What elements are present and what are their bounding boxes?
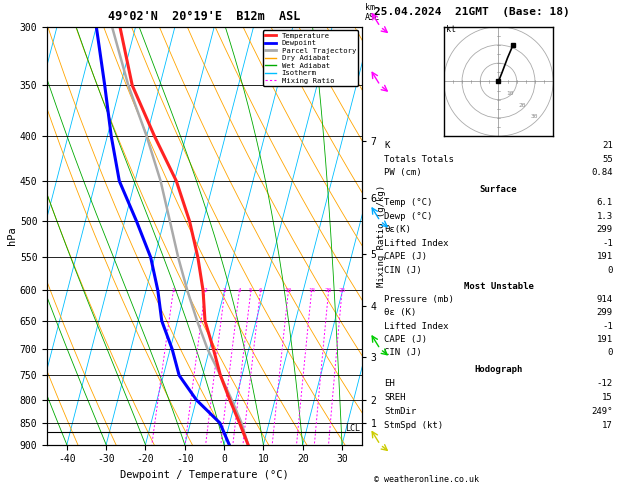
Text: 249°: 249° (591, 407, 613, 416)
Text: 191: 191 (597, 335, 613, 344)
Text: 299: 299 (597, 225, 613, 234)
Text: Dewp (°C): Dewp (°C) (384, 211, 433, 221)
Text: -12: -12 (597, 379, 613, 388)
Text: Lifted Index: Lifted Index (384, 239, 448, 248)
Text: Mixing Ratio (g/kg): Mixing Ratio (g/kg) (377, 185, 386, 287)
Text: StmDir: StmDir (384, 407, 416, 416)
Text: -1: -1 (602, 239, 613, 248)
Text: 10: 10 (506, 91, 514, 96)
Text: K: K (384, 141, 389, 150)
Text: kt: kt (445, 25, 455, 34)
Text: StmSpd (kt): StmSpd (kt) (384, 421, 443, 430)
X-axis label: Dewpoint / Temperature (°C): Dewpoint / Temperature (°C) (120, 470, 289, 480)
Text: 6: 6 (259, 288, 262, 293)
Text: 0: 0 (608, 266, 613, 275)
Text: -1: -1 (602, 322, 613, 331)
Text: km
ASL: km ASL (365, 3, 380, 22)
Text: 30: 30 (530, 114, 538, 120)
Text: © weatheronline.co.uk: © weatheronline.co.uk (374, 474, 479, 484)
Text: CAPE (J): CAPE (J) (384, 252, 427, 261)
Text: 1.3: 1.3 (597, 211, 613, 221)
Text: Lifted Index: Lifted Index (384, 322, 448, 331)
Y-axis label: hPa: hPa (7, 226, 17, 245)
Text: Totals Totals: Totals Totals (384, 155, 454, 164)
Text: 4: 4 (238, 288, 242, 293)
Text: 0.84: 0.84 (591, 169, 613, 177)
Text: CIN (J): CIN (J) (384, 348, 422, 358)
Text: θε (K): θε (K) (384, 308, 416, 317)
Text: 0: 0 (608, 348, 613, 358)
Text: LCL: LCL (345, 424, 360, 433)
Text: 914: 914 (597, 295, 613, 304)
Text: 25: 25 (338, 288, 346, 293)
Text: 15: 15 (602, 393, 613, 402)
Text: 21: 21 (602, 141, 613, 150)
Text: 1: 1 (172, 288, 175, 293)
Text: 191: 191 (597, 252, 613, 261)
Text: 10: 10 (285, 288, 292, 293)
Text: 49°02'N  20°19'E  B12m  ASL: 49°02'N 20°19'E B12m ASL (108, 10, 301, 23)
Text: CIN (J): CIN (J) (384, 266, 422, 275)
Text: θε(K): θε(K) (384, 225, 411, 234)
Text: 299: 299 (597, 308, 613, 317)
Text: Temp (°C): Temp (°C) (384, 198, 433, 207)
Text: 3: 3 (223, 288, 227, 293)
Text: 5: 5 (249, 288, 253, 293)
Text: 17: 17 (602, 421, 613, 430)
Text: Hodograph: Hodograph (474, 364, 523, 374)
Text: 25.04.2024  21GMT  (Base: 18): 25.04.2024 21GMT (Base: 18) (374, 7, 570, 17)
Text: Pressure (mb): Pressure (mb) (384, 295, 454, 304)
Text: Most Unstable: Most Unstable (464, 281, 533, 291)
Text: CAPE (J): CAPE (J) (384, 335, 427, 344)
Text: 55: 55 (602, 155, 613, 164)
Text: PW (cm): PW (cm) (384, 169, 422, 177)
Text: 15: 15 (308, 288, 315, 293)
Text: 20: 20 (325, 288, 332, 293)
Text: Surface: Surface (480, 185, 517, 193)
Text: SREH: SREH (384, 393, 406, 402)
Text: 20: 20 (518, 103, 526, 107)
Text: 2: 2 (203, 288, 207, 293)
Text: 6.1: 6.1 (597, 198, 613, 207)
Legend: Temperature, Dewpoint, Parcel Trajectory, Dry Adiabat, Wet Adiabat, Isotherm, Mi: Temperature, Dewpoint, Parcel Trajectory… (263, 30, 358, 86)
Text: EH: EH (384, 379, 395, 388)
